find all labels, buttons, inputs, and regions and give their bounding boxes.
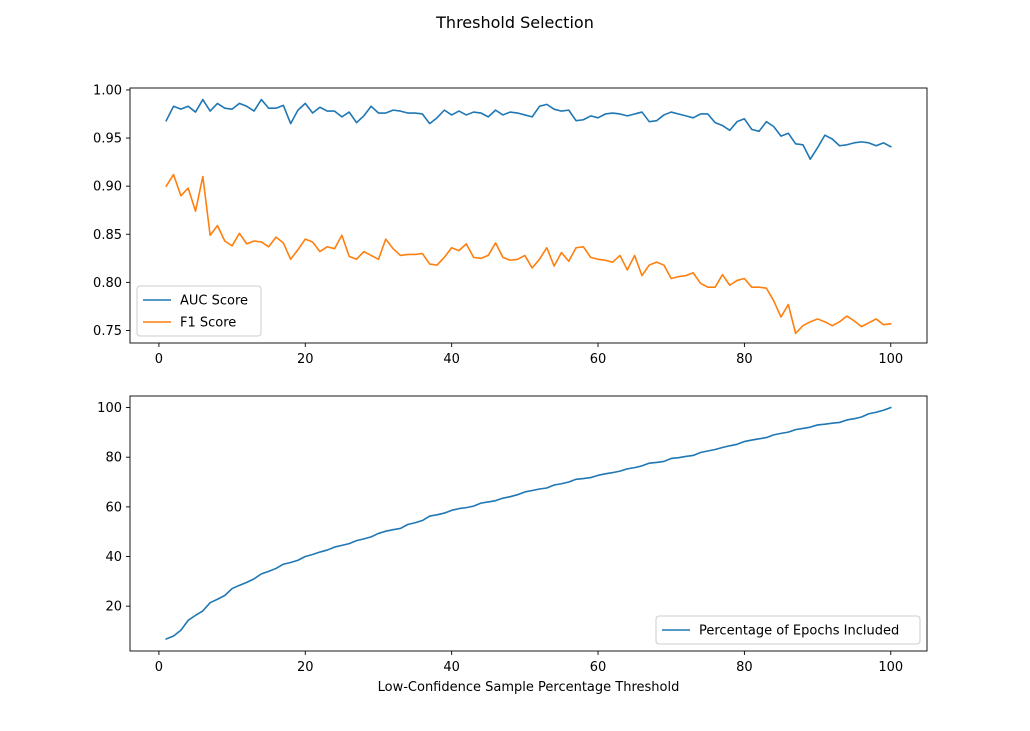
y-tick-label: 80 bbox=[105, 451, 122, 466]
y-tick-label: 0.80 bbox=[93, 276, 122, 291]
y-tick-label: 0.75 bbox=[93, 324, 122, 339]
legend: Percentage of Epochs Included bbox=[655, 615, 921, 645]
x-tick-label: 80 bbox=[736, 660, 753, 675]
x-tick-label: 0 bbox=[155, 352, 163, 367]
x-axis-label: Low-Confidence Sample Percentage Thresho… bbox=[378, 680, 680, 695]
x-tick-label: 20 bbox=[297, 352, 314, 367]
legend-box bbox=[655, 615, 921, 645]
y-tick-label: 0.85 bbox=[93, 228, 122, 243]
figure-title: Threshold Selection bbox=[435, 13, 594, 32]
x-tick-label: 0 bbox=[155, 660, 163, 675]
chart-panel-2: 0 20 40 60 80 100 20 40 60 80 100 Low-Confidence Sa… bbox=[97, 395, 928, 695]
y-tick-label: 20 bbox=[105, 600, 122, 615]
x-tick-label: 20 bbox=[297, 660, 314, 675]
x-tick-label: 40 bbox=[443, 352, 460, 367]
plot-frame bbox=[129, 395, 928, 652]
y-tick-label: 0.95 bbox=[93, 132, 122, 147]
x-tick-label: 60 bbox=[590, 660, 607, 675]
series-line-f1-score bbox=[165, 173, 892, 335]
series-line-auc-score bbox=[165, 98, 892, 161]
legend-label: AUC Score bbox=[180, 294, 248, 309]
x-tick-label: 100 bbox=[878, 352, 903, 367]
y-tick-label: 100 bbox=[97, 401, 122, 416]
y-tick-label: 60 bbox=[105, 500, 122, 515]
legend-box bbox=[136, 285, 262, 337]
x-tick-label: 80 bbox=[736, 352, 753, 367]
series-line-percentage-of-epochs-included bbox=[165, 406, 892, 641]
y-tick-label: 1.00 bbox=[93, 83, 122, 98]
chart-panel-1: 0 20 40 60 80 100 0.75 0.80 0.85 0.90 0.95 1.00 AUC … bbox=[93, 83, 928, 367]
x-tick-label: 40 bbox=[443, 660, 460, 675]
x-tick-label: 100 bbox=[878, 660, 903, 675]
legend: AUC Score F1 Score bbox=[136, 285, 262, 337]
legend-label: Percentage of Epochs Included bbox=[699, 624, 899, 639]
y-tick-label: 0.90 bbox=[93, 180, 122, 195]
x-tick-label: 60 bbox=[590, 352, 607, 367]
y-tick-label: 40 bbox=[105, 550, 122, 565]
plot-frame bbox=[129, 87, 928, 344]
legend-label: F1 Score bbox=[180, 316, 236, 331]
